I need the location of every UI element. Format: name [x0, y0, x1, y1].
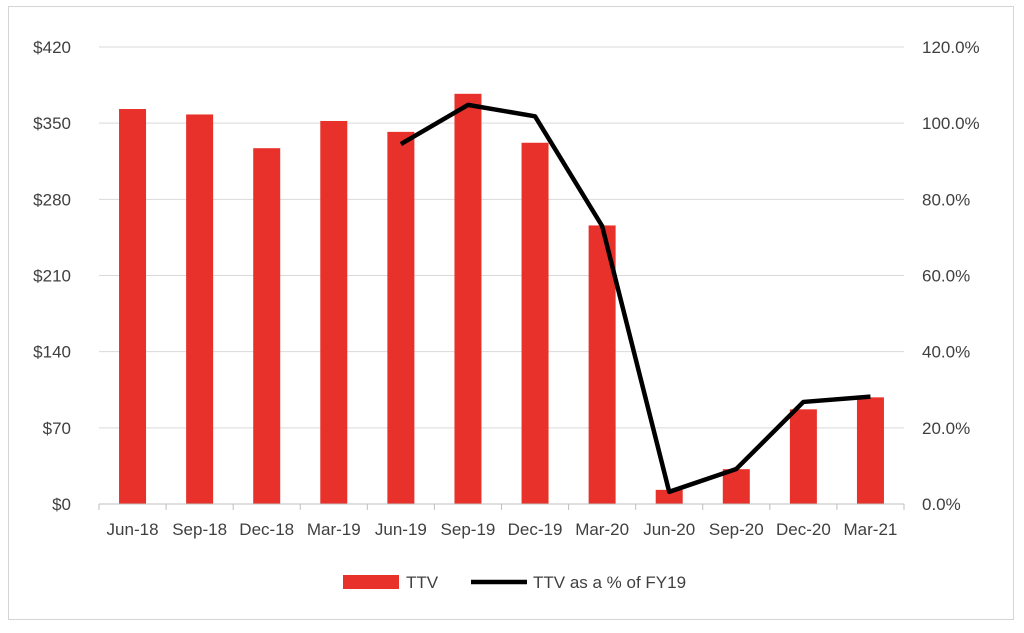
x-tick-label: Dec-19 [508, 520, 563, 539]
bar-ttv-dec-20 [789, 409, 817, 504]
x-tick-label: Sep-18 [172, 520, 227, 539]
y-left-tick-label: $210 [33, 267, 71, 286]
chart: $0 $70 $140 $210 $280 $350 $420 0.0% 20.0% 40.0%… [33, 38, 980, 592]
y-left-tick-label: $70 [43, 419, 71, 438]
x-tick-label: Jun-19 [375, 520, 427, 539]
bar-ttv-dec-19 [521, 142, 549, 504]
x-tick-label: Sep-19 [441, 520, 496, 539]
bar-ttv-jun-19 [387, 131, 415, 504]
line-ttv-pct-path [399, 102, 871, 495]
y-right-tick-label: 0.0% [922, 495, 961, 514]
bar-ttv-sep-19 [454, 93, 482, 505]
x-tick-label: Jun-18 [107, 520, 159, 539]
x-tick-label: Mar-19 [307, 520, 361, 539]
bar-ttv-dec-18 [253, 148, 281, 504]
x-tick-label: Jun-20 [643, 520, 695, 539]
legend-swatch-ttv [343, 575, 399, 589]
bar-ttv-mar-20 [588, 225, 616, 504]
bar-ttv-jun-20 [655, 489, 683, 504]
x-tick-label: Sep-20 [709, 520, 764, 539]
x-tick-label: Mar-21 [844, 520, 898, 539]
y-axis-left-labels: $0 $70 $140 $210 $280 $350 $420 [33, 38, 71, 514]
legend-label-ttv: TTV [406, 573, 439, 592]
chart-frame: $0 $70 $140 $210 $280 $350 $420 0.0% 20.0% 40.0%… [8, 6, 1014, 620]
x-tick-label: Dec-20 [776, 520, 831, 539]
x-axis-labels: Jun-18 Sep-18 Dec-18 Mar-19 Jun-19 Sep-19 Dec-… [107, 520, 898, 539]
y-right-tick-label: 120.0% [922, 38, 980, 57]
y-left-tick-label: $140 [33, 343, 71, 362]
legend-label-ttv-pct: TTV as a % of FY19 [533, 573, 686, 592]
x-tick-label: Dec-18 [239, 520, 294, 539]
bar-ttv-mar-21 [856, 397, 884, 504]
y-right-tick-label: 80.0% [922, 190, 970, 209]
y-left-tick-label: $0 [52, 495, 71, 514]
x-axis [98, 503, 905, 510]
line-series-ttv-pct [399, 102, 871, 495]
y-left-tick-label: $280 [33, 190, 71, 209]
y-right-tick-label: 40.0% [922, 343, 970, 362]
y-right-tick-label: 20.0% [922, 419, 970, 438]
bar-series-ttv [119, 93, 884, 505]
bar-ttv-sep-20 [722, 469, 750, 504]
x-tick-label: Mar-20 [575, 520, 629, 539]
y-right-tick-label: 60.0% [922, 267, 970, 286]
bar-ttv-sep-18 [186, 114, 214, 504]
y-left-tick-label: $350 [33, 114, 71, 133]
y-right-tick-label: 100.0% [922, 114, 980, 133]
gridlines [99, 46, 904, 429]
y-axis-right-labels: 0.0% 20.0% 40.0% 60.0% 80.0% 100.0% 120.0% [922, 38, 980, 514]
legend: TTV TTV as a % of FY19 [343, 573, 686, 592]
bar-ttv-mar-19 [320, 120, 348, 504]
bar-ttv-jun-18 [119, 109, 147, 505]
y-left-tick-label: $420 [33, 38, 71, 57]
